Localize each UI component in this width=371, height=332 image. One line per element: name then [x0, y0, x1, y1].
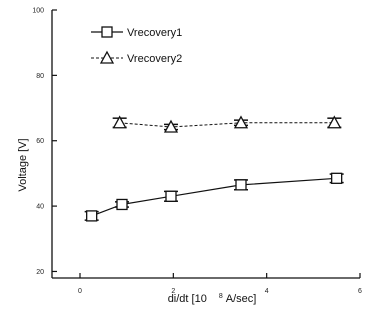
x-axis-label-base: di/dt [10	[168, 293, 207, 305]
data-point-vrecovery1	[234, 179, 248, 191]
triangle-marker	[112, 115, 127, 129]
x-axis-label-exponent: 8	[219, 293, 223, 300]
legend: Vrecovery1 Vrecovery2	[91, 26, 182, 65]
series-line-vrecovery2	[119, 122, 335, 128]
x-tick-label: 0	[78, 288, 82, 295]
x-axis-label: di/dt [10 8 A/sec]	[168, 293, 257, 305]
data-point-vrecovery2	[112, 115, 127, 129]
triangle-marker	[163, 119, 179, 133]
square-marker	[86, 210, 98, 222]
x-tick-label: 6	[358, 288, 362, 295]
triangle-marker	[233, 115, 249, 129]
data-point-vrecovery1	[115, 198, 129, 211]
legend-label-vrecovery1: Vrecovery1	[127, 27, 182, 39]
data-point-vrecovery1	[84, 210, 99, 222]
data-point-vrecovery2	[233, 115, 249, 129]
legend-entry-vrecovery1: Vrecovery1	[91, 26, 182, 39]
data-point-vrecovery1	[329, 172, 344, 184]
x-tick-label: 4	[265, 288, 269, 295]
legend-square-marker	[101, 26, 113, 38]
legend-triangle-marker	[99, 50, 115, 64]
series-line-vrecovery1	[91, 177, 337, 217]
x-axis-label-unit: A/sec]	[226, 293, 257, 305]
plot-area: 20 40 60 80 100 0 2 4 6	[32, 8, 362, 296]
triangle-marker	[327, 115, 342, 129]
y-tick-label: 100	[32, 8, 44, 15]
data-point-vrecovery2	[163, 119, 179, 133]
square-marker	[165, 190, 177, 202]
square-marker	[331, 172, 343, 184]
y-axis-label: Voltage [V]	[17, 138, 29, 191]
data-point-vrecovery1	[164, 190, 178, 202]
y-tick-label: 60	[36, 138, 44, 145]
x-tick-label: 2	[171, 288, 175, 295]
data-point-vrecovery2	[327, 115, 342, 129]
legend-label-vrecovery2: Vrecovery2	[127, 53, 182, 65]
square-marker	[116, 198, 128, 211]
y-tick-label: 20	[36, 269, 44, 276]
y-tick-label: 80	[36, 73, 44, 80]
legend-entry-vrecovery2: Vrecovery2	[91, 50, 182, 65]
y-tick-label: 40	[36, 204, 44, 211]
square-marker	[235, 179, 247, 191]
